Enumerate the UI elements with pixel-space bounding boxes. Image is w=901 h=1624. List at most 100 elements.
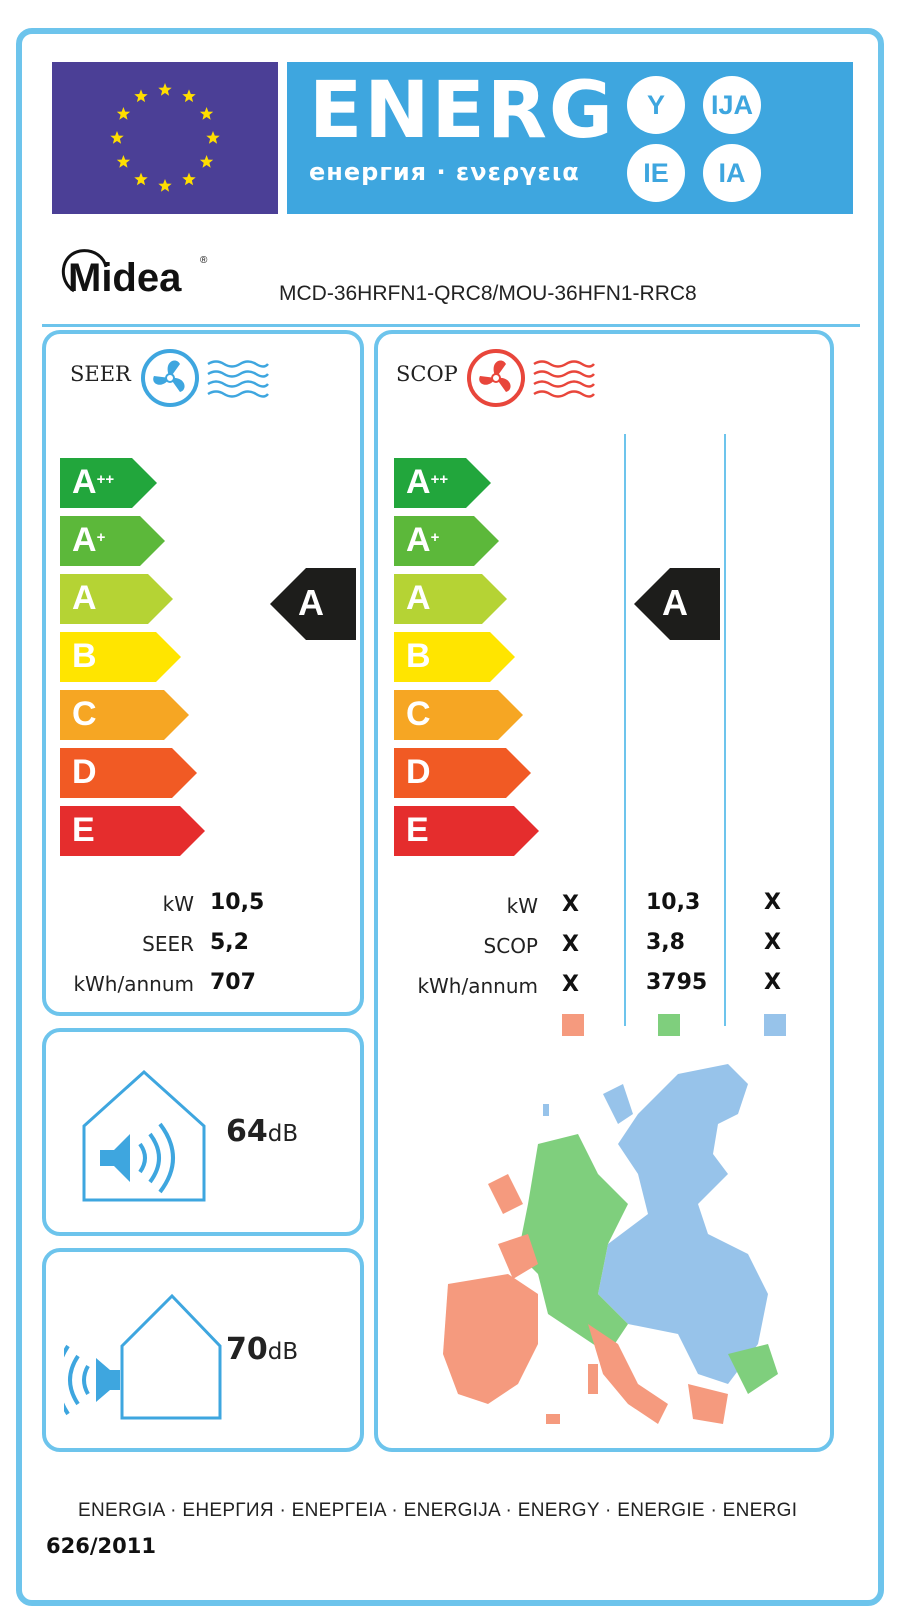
scop-kwh-average: 3795 [646,970,708,995]
eu-star [134,89,148,103]
seer-panel: SEER A++ A+ A B C D E A kW 10,5 SEER 5,2 kWh/a… [42,330,364,1016]
energy-subtitle: енергия · ενεργεια [309,158,580,186]
scop-class-bar: C [394,690,524,740]
scop-column-divider [724,434,726,1026]
scop-kw-label: kW [506,894,538,918]
seer-kwh-label: kWh/annum [73,972,194,996]
energy-banner: ENERG енергия · ενεργεια Y IJA IE IA [287,62,853,214]
seer-class-label: A+ [72,521,106,559]
warm-zone-swatch [562,1014,584,1036]
scop-class-bar: E [394,806,540,856]
scop-kwh-cold: X [764,970,781,995]
seer-class-bar: A+ [60,516,166,566]
eu-star [110,131,124,144]
eu-star [158,83,172,96]
eu-star [199,107,214,120]
eu-star [182,172,196,186]
scop-scop-average: 3,8 [646,930,685,955]
eu-star [134,172,148,186]
scop-panel: SCOP A++ A+ A B C D E A kW X 10,3 X SCOP X 3,8… [374,330,834,1452]
seer-class-bar: E [60,806,206,856]
eu-star [182,89,196,103]
seer-kw-value: 10,5 [210,890,265,915]
eu-stars-icon [110,83,220,192]
suffix-y: Y [627,76,685,134]
seer-class-label: E [72,811,95,849]
seer-class-label: A [72,579,97,617]
indoor-noise-unit: dB [267,1121,299,1147]
scop-rating: A [662,582,688,623]
divider [42,324,860,327]
eu-star [206,131,220,144]
seer-class-bar: B [60,632,182,682]
model-number: MCD-36HRFN1-QRC8/MOU-36HFN1-RRC8 [279,282,697,305]
average-zone-swatch [658,1014,680,1036]
europe-climate-zones-map [443,1064,778,1424]
scop-rating-arrow: A [634,568,720,640]
scop-kwh-warm: X [562,972,579,997]
seer-title: SEER [70,362,131,386]
scop-class-label: A+ [406,521,440,559]
suffix-ia: IA [703,144,761,202]
outdoor-noise-unit: dB [267,1339,299,1365]
seer-kw-label: kW [162,892,194,916]
scop-scop-cold: X [764,930,781,955]
indoor-noise-level: 64dB [226,1114,298,1149]
scop-scop-warm: X [562,932,579,957]
scop-scop-label: SCOP [483,934,538,958]
seer-seer-value: 5,2 [210,930,249,955]
indoor-noise-value: 64 [226,1114,268,1149]
seer-class-bar: A [60,574,174,624]
cold-zone-swatch [764,1014,786,1036]
indoor-noise-panel: 64dB [42,1028,364,1236]
suffix-ija: IJA [703,76,761,134]
outdoor-sound-icon [64,1293,222,1420]
seer-class-label: D [72,753,97,791]
seer-rating-arrow: A [270,568,356,640]
seer-class-bar: A++ [60,458,158,508]
scop-class-bar: A++ [394,458,492,508]
scop-kw-cold: X [764,890,781,915]
footer-languages: ENERGIA · ЕНЕРГИЯ · ΕΝΕΡΓΕΙΑ · ENERGIJA … [78,1500,798,1521]
seer-rating: A [298,582,324,623]
scop-class-label: A++ [406,463,449,501]
fan-cooling-icon [141,349,269,407]
seer-class-bar: D [60,748,198,798]
eu-star [116,155,131,168]
scop-class-label: C [406,695,431,733]
seer-class-bar: C [60,690,190,740]
scop-class-label: A [406,579,431,617]
seer-kwh-value: 707 [210,970,256,995]
scop-class-label: D [406,753,431,791]
scop-class-label: E [406,811,429,849]
fan-heating-icon [467,349,595,407]
scop-kw-average: 10,3 [646,890,701,915]
scop-class-bar: A+ [394,516,500,566]
label-frame [16,28,884,1606]
svg-text:Midea: Midea [68,256,182,300]
scop-kw-warm: X [562,892,579,917]
svg-text:®: ® [200,255,208,266]
indoor-sound-icon [82,1069,206,1202]
scop-class-bar: D [394,748,532,798]
seer-seer-label: SEER [142,932,194,956]
seer-class-label: A++ [72,463,115,501]
seer-class-label: C [72,695,97,733]
scop-title: SCOP [396,362,458,386]
outdoor-noise-panel: 70dB [42,1248,364,1452]
scop-class-bar: B [394,632,516,682]
eu-flag [52,62,278,214]
suffix-ie: IE [627,144,685,202]
energy-word: ENERG [309,66,615,156]
regulation-number: 626/2011 [46,1534,156,1558]
outdoor-noise-level: 70dB [226,1332,298,1367]
scop-class-bar: A [394,574,508,624]
eu-star [158,179,172,192]
outdoor-noise-value: 70 [226,1332,268,1367]
scop-class-label: B [406,637,431,675]
seer-class-label: B [72,637,97,675]
scop-column-divider [624,434,626,1026]
eu-star [116,107,131,120]
scop-kwh-label: kWh/annum [417,974,538,998]
brand-logo: Midea ® [54,243,224,307]
